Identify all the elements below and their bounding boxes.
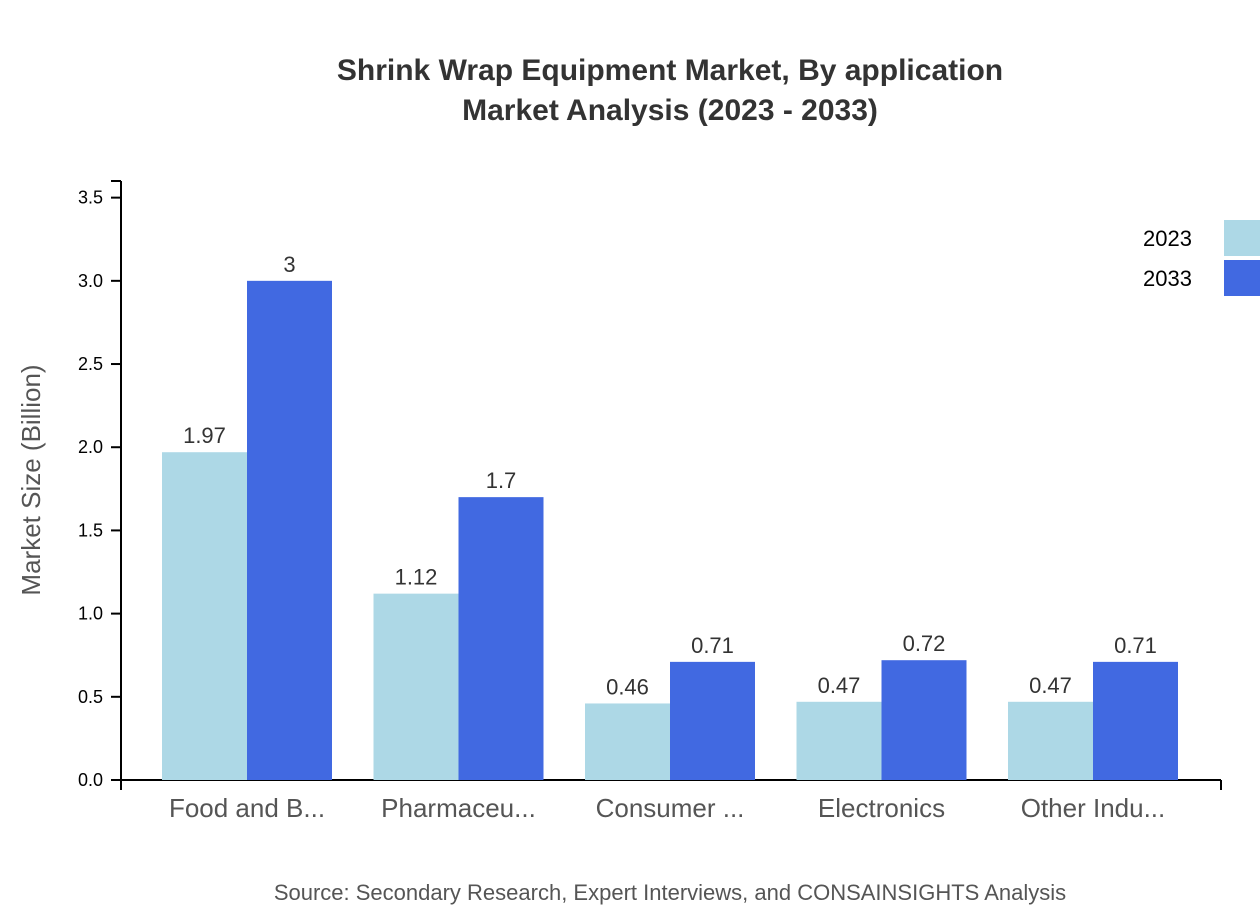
chart-title: Shrink Wrap Equipment Market, By applica… bbox=[337, 54, 1003, 87]
bar-2023 bbox=[162, 452, 247, 780]
bar-2033 bbox=[247, 280, 332, 780]
data-label: 0.46 bbox=[606, 674, 649, 699]
data-label: 0.71 bbox=[691, 633, 734, 658]
y-axis-label: Market Size (Billion) bbox=[16, 364, 46, 595]
bar-2023 bbox=[585, 703, 670, 780]
data-label: 1.12 bbox=[395, 565, 438, 590]
data-label: 1.97 bbox=[183, 423, 226, 448]
chart-subtitle: Market Analysis (2023 - 2033) bbox=[462, 94, 878, 127]
x-tick-label: Pharmaceu... bbox=[381, 793, 536, 823]
y-tick-label: 2.0 bbox=[78, 437, 103, 457]
bar-2033 bbox=[670, 661, 755, 780]
y-tick-label: 3.5 bbox=[78, 188, 103, 208]
data-label: 0.47 bbox=[1029, 673, 1072, 698]
y-tick-label: 1.0 bbox=[78, 604, 103, 624]
bar-2023 bbox=[373, 593, 459, 780]
y-tick-label: 0.0 bbox=[78, 770, 103, 790]
bar-2033 bbox=[458, 497, 544, 780]
legend-label: 2023 bbox=[1143, 226, 1192, 251]
y-tick-label: 3.0 bbox=[78, 271, 103, 291]
x-tick-label: Food and B... bbox=[169, 793, 325, 823]
legend-label: 2033 bbox=[1143, 266, 1192, 291]
data-label: 3 bbox=[283, 252, 295, 277]
x-tick-label: Consumer ... bbox=[596, 793, 745, 823]
x-tick-label: Other Indu... bbox=[1021, 793, 1166, 823]
bar-2023 bbox=[796, 701, 882, 780]
y-tick-label: 2.5 bbox=[78, 354, 103, 374]
data-label: 0.72 bbox=[903, 631, 946, 656]
legend-swatch bbox=[1224, 220, 1260, 256]
bar-2033 bbox=[1093, 661, 1178, 780]
bar-2033 bbox=[881, 660, 967, 780]
y-tick-label: 0.5 bbox=[78, 687, 103, 707]
data-label: 0.71 bbox=[1114, 633, 1157, 658]
data-label: 1.7 bbox=[486, 468, 517, 493]
legend-swatch bbox=[1224, 260, 1260, 296]
source-note: Source: Secondary Research, Expert Inter… bbox=[274, 880, 1066, 905]
bar-2023 bbox=[1008, 701, 1093, 780]
x-tick-label: Electronics bbox=[818, 793, 945, 823]
y-tick-label: 1.5 bbox=[78, 520, 103, 540]
data-label: 0.47 bbox=[818, 673, 861, 698]
